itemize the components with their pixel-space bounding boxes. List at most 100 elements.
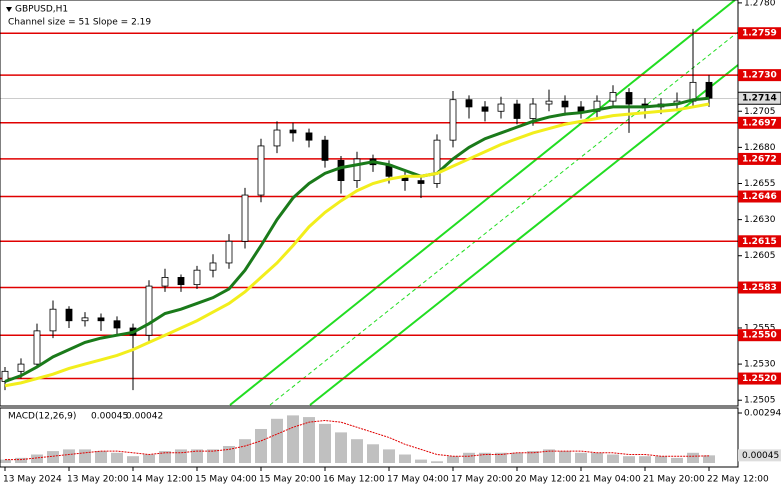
macd-bar — [639, 456, 651, 463]
candle-body — [321, 139, 329, 161]
macd-value: 0.00045 — [91, 412, 128, 422]
candle-body — [81, 317, 89, 322]
x-tick-label: 21 May 20:00 — [643, 475, 705, 485]
macd-bar — [207, 449, 219, 463]
plot — [0, 28, 715, 463]
level-label: 1.2550 — [742, 331, 777, 341]
level-label: 1.2646 — [742, 192, 777, 202]
macd-bar — [607, 454, 619, 463]
y-tick-label: 1.2705 — [744, 107, 776, 117]
macd-bar — [463, 452, 475, 463]
x-tick-label: 13 May 20:00 — [67, 475, 129, 485]
candle-body — [609, 92, 617, 102]
x-tick-label: 15 May 04:00 — [195, 475, 257, 485]
macd-bar — [159, 451, 171, 463]
macd-bar — [479, 452, 491, 463]
macd-bar — [383, 449, 395, 463]
macd-bar — [111, 452, 123, 463]
candle-body — [337, 159, 345, 182]
level-label: 1.2672 — [742, 154, 777, 164]
candle-body — [417, 180, 425, 184]
candle-body — [289, 129, 297, 134]
level-label: 1.2520 — [742, 374, 777, 384]
x-tick-label: 14 May 12:00 — [131, 475, 193, 485]
x-tick-label: 17 May 04:00 — [387, 475, 449, 485]
candle-body — [161, 277, 169, 287]
x-tick-label: 21 May 04:00 — [579, 475, 641, 485]
macd-bar — [575, 452, 587, 463]
x-tick-label: 15 May 20:00 — [259, 475, 321, 485]
menu-triangle[interactable] — [6, 7, 12, 12]
candle-body — [529, 103, 537, 119]
candle-body — [449, 99, 457, 141]
y-tick-label: 1.2655 — [744, 179, 776, 189]
level-label-box — [738, 281, 781, 294]
macd-bar — [591, 452, 603, 463]
macd-signal-value: 0.00042 — [126, 412, 163, 422]
candle-body — [705, 81, 713, 99]
macd-bar — [63, 449, 75, 463]
candle-body — [577, 106, 585, 112]
macd-bar — [239, 439, 251, 463]
candle-body — [353, 158, 361, 182]
macd-bar — [287, 415, 299, 463]
macd-bar — [351, 439, 363, 463]
level-label-box — [738, 372, 781, 385]
level-label-box — [738, 27, 781, 40]
candle-body — [465, 99, 473, 108]
candle-body — [33, 330, 41, 365]
macd-bar — [95, 451, 107, 463]
y-tick-label: 1.2505 — [744, 396, 776, 406]
candle-body — [113, 320, 121, 329]
macd-signal — [5, 419, 710, 461]
candle-body — [225, 240, 233, 264]
candle-body — [513, 103, 521, 119]
candle-body — [273, 129, 281, 147]
candle-body — [97, 317, 105, 322]
y-tick-label: 1.2680 — [744, 143, 776, 153]
macd-bar — [175, 449, 187, 463]
y-tick-label: 1.2630 — [744, 215, 776, 225]
x-tick-label: 17 May 20:00 — [451, 475, 513, 485]
level-label: 1.2615 — [742, 237, 777, 247]
level-label-box — [738, 190, 781, 203]
macd-bar — [511, 452, 523, 463]
candle-body — [497, 103, 505, 112]
macd-bar — [495, 452, 507, 463]
channel — [229, 0, 739, 406]
labels: 1.2780 1.2705 1.2680 1.2655 1.2630 1.2605 1.25… — [3, 0, 781, 485]
candle-body — [561, 100, 569, 108]
level-label-box — [738, 69, 781, 82]
macd-bar — [687, 452, 699, 463]
macd-bar — [447, 456, 459, 463]
macd-bar — [0, 459, 11, 463]
macd-bar — [31, 454, 43, 463]
candle-body — [241, 194, 249, 242]
level-label-box — [738, 152, 781, 165]
candle-body — [625, 92, 633, 105]
macd-bar — [703, 455, 715, 463]
y-tick-label: 1.2780 — [744, 0, 776, 8]
macd-bar — [127, 456, 139, 463]
macd-value-box — [738, 449, 781, 462]
level-label-box — [738, 116, 781, 129]
candle-body — [49, 308, 57, 332]
current-price-box — [737, 91, 781, 105]
moving-average — [4, 96, 710, 383]
level-label: 1.2697 — [742, 118, 777, 128]
y-tick-label: 1.2555 — [744, 323, 776, 333]
macd-bar — [655, 456, 667, 463]
macd-label: MACD(12,26,9) — [8, 412, 76, 422]
candle-body — [17, 363, 25, 372]
x-tick-label: 13 May 2024 — [3, 475, 62, 485]
channel-lower — [309, 64, 739, 406]
level-label-box — [738, 235, 781, 248]
level-label: 1.2759 — [742, 29, 777, 39]
x-tick-label: 22 May 12:00 — [707, 475, 769, 485]
current-price-label: 1.2714 — [742, 94, 777, 104]
candle-body — [481, 106, 489, 112]
chart-subtitle: Channel size = 51 Slope = 2.19 — [8, 18, 151, 28]
macd-y-tick-label: 0.00294 — [744, 409, 781, 419]
channel-middle — [269, 31, 739, 406]
